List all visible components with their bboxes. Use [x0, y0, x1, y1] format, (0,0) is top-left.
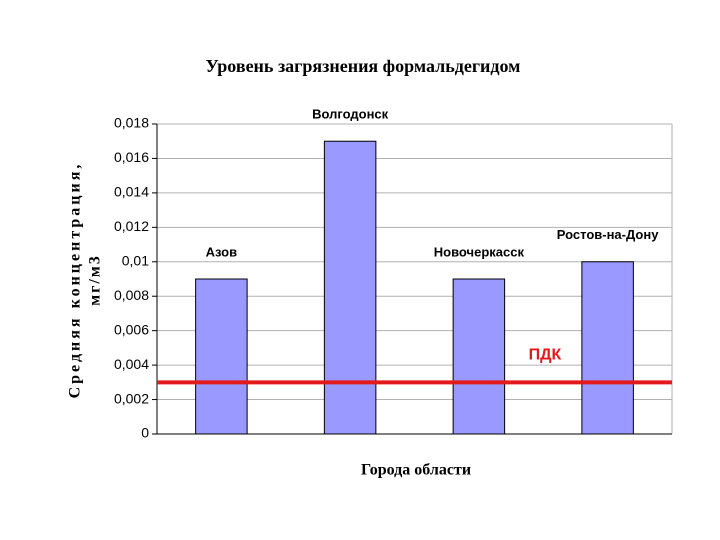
- category-label: Волгодонск: [312, 107, 389, 122]
- y-tick-label: 0,008: [114, 287, 149, 303]
- category-label: Ростов-на-Дону: [557, 227, 659, 242]
- bar: [195, 278, 248, 435]
- y-tick-label: 0,018: [114, 115, 149, 131]
- chart-title: Уровень загрязнения формальдегидом: [206, 56, 521, 76]
- y-axis-label-line: мг/м3: [87, 254, 104, 306]
- bar: [581, 261, 634, 435]
- y-tick-label: 0,012: [114, 218, 149, 234]
- x-axis-label: Города области: [361, 462, 471, 479]
- y-tick-label: 0,004: [114, 356, 149, 372]
- bar: [452, 278, 506, 435]
- y-tick-label: 0,014: [114, 184, 149, 200]
- y-axis-label-line: Средняя концентрация,: [67, 162, 84, 399]
- category-label: Новочеркасск: [434, 244, 525, 259]
- y-tick-label: 0,006: [114, 321, 149, 337]
- category-label: Азов: [206, 244, 237, 259]
- y-tick-label: 0,01: [122, 252, 149, 268]
- y-tick-label: 0,016: [114, 149, 149, 165]
- y-tick-label: 0: [141, 425, 149, 441]
- reference-label: ПДК: [529, 347, 562, 364]
- bar: [323, 140, 377, 435]
- y-axis-label: Средняя концентрация, мг/м3: [67, 162, 104, 399]
- y-tick-label: 0,002: [114, 390, 149, 406]
